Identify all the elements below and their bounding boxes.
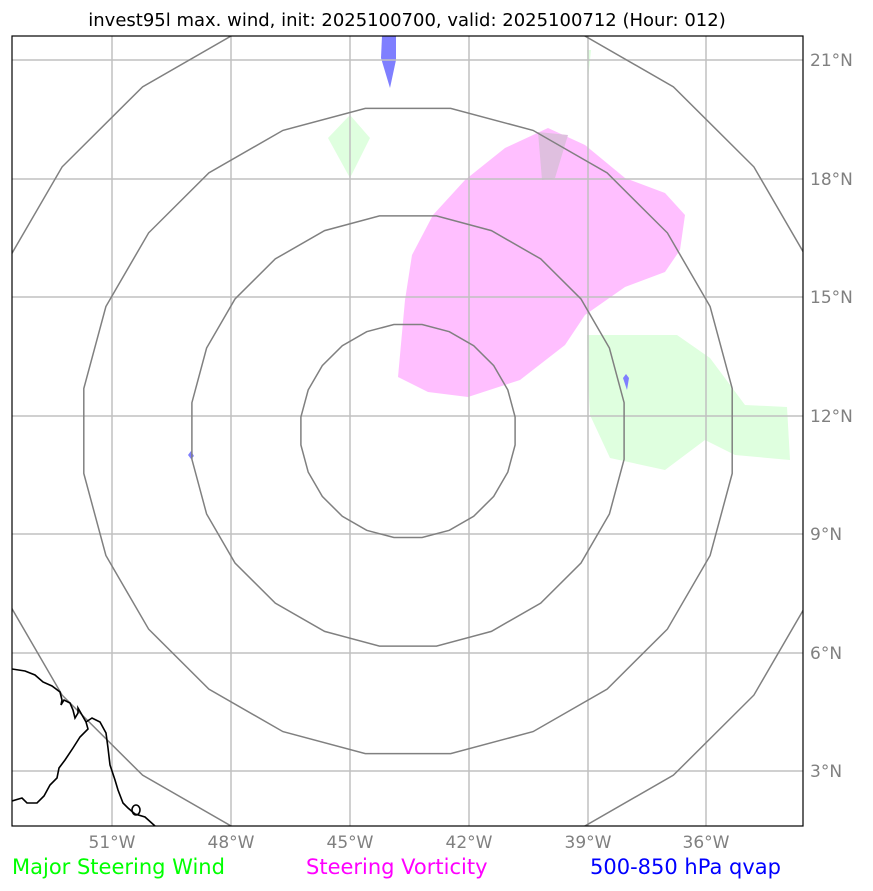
range-ring xyxy=(83,107,733,755)
range-ring xyxy=(191,215,625,647)
steering-wind-area-north xyxy=(328,115,370,178)
steering-wind-area-east xyxy=(587,335,790,470)
overlap-area xyxy=(538,132,568,180)
map-frame xyxy=(11,35,804,827)
qvap-area-west xyxy=(188,451,194,459)
lon-tick: 45°W xyxy=(327,833,374,853)
graticule xyxy=(12,36,803,826)
legend: Major Steering Wind Steering Vorticity 5… xyxy=(12,855,781,879)
range-ring xyxy=(12,36,803,826)
lat-tick: 15°N xyxy=(810,288,853,308)
legend-qvap: 500-850 hPa qvap xyxy=(590,855,781,879)
lat-tick: 21°N xyxy=(810,51,853,71)
shaded-fields xyxy=(188,36,790,470)
lat-tick: 3°N xyxy=(810,762,842,782)
legend-steering-wind: Major Steering Wind xyxy=(12,855,225,879)
qvap-area-east xyxy=(623,374,629,390)
map-title: invest95l max. wind, init: 2025100700, v… xyxy=(88,10,725,31)
lon-tick-labels: 51°W 48°W 45°W 42°W 39°W 36°W xyxy=(89,833,730,853)
qvap-area-north xyxy=(381,36,396,88)
lon-tick: 39°W xyxy=(565,833,612,853)
coastline xyxy=(12,668,156,826)
lat-tick: 18°N xyxy=(810,170,853,190)
lon-tick: 36°W xyxy=(683,833,730,853)
lat-tick: 12°N xyxy=(810,407,853,427)
range-ring xyxy=(300,323,516,539)
lat-tick: 9°N xyxy=(810,525,842,545)
lat-tick-labels: 21°N 18°N 15°N 12°N 9°N 6°N 3°N xyxy=(810,51,853,782)
lon-tick: 42°W xyxy=(446,833,493,853)
legend-steering-vorticity: Steering Vorticity xyxy=(306,855,488,879)
range-rings xyxy=(12,36,803,826)
lat-tick: 6°N xyxy=(810,644,842,664)
lon-tick: 51°W xyxy=(89,833,136,853)
lon-tick: 48°W xyxy=(208,833,255,853)
